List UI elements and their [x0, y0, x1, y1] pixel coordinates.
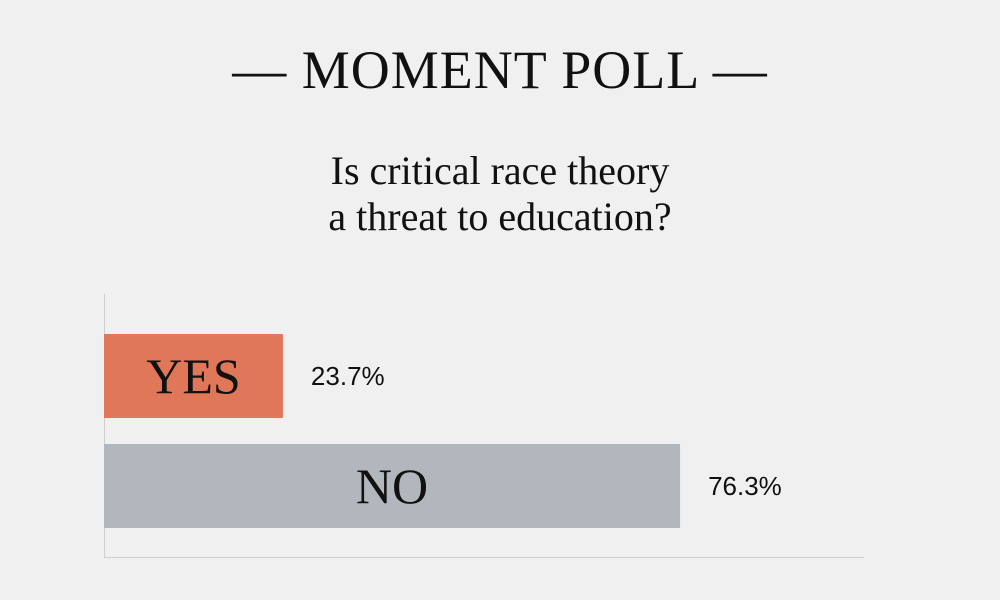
poll-question: Is critical race theory a threat to educ…	[0, 148, 1000, 240]
value-label-yes: 23.7%	[311, 361, 385, 391]
bars-group: YES 23.7% NO 76.3%	[104, 334, 782, 528]
poll-title: — MOMENT POLL —	[232, 40, 768, 100]
poll-question-line-2: a threat to education?	[328, 194, 672, 239]
bar-label-no: NO	[356, 458, 428, 514]
value-label-no: 76.3%	[708, 471, 782, 501]
bar-no	[104, 444, 681, 528]
poll-question-line-1: Is critical race theory	[330, 148, 670, 193]
bar-yes	[104, 334, 283, 418]
bar-label-yes: YES	[146, 348, 240, 404]
